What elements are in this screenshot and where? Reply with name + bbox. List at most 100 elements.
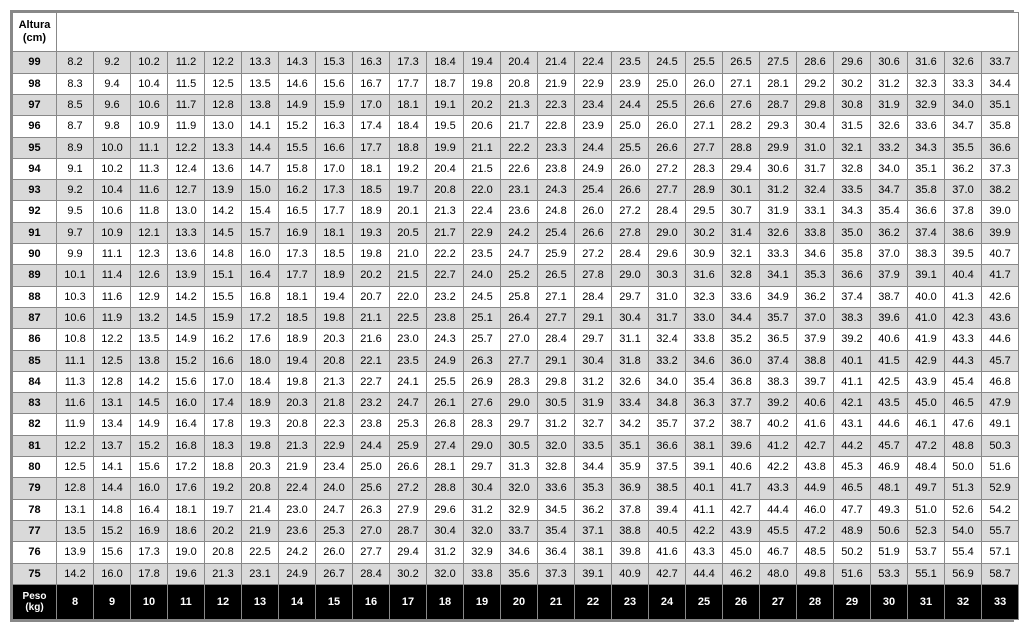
value-cell: 31.7 xyxy=(797,158,834,179)
value-cell: 23.9 xyxy=(575,116,612,137)
value-cell: 37.4 xyxy=(760,350,797,371)
value-cell: 44.2 xyxy=(834,435,871,456)
value-cell: 22.0 xyxy=(464,180,501,201)
value-cell: 30.4 xyxy=(612,307,649,328)
value-cell: 19.3 xyxy=(242,414,279,435)
value-cell: 11.9 xyxy=(57,414,94,435)
value-cell: 21.4 xyxy=(538,52,575,73)
value-cell: 22.4 xyxy=(464,201,501,222)
value-cell: 34.5 xyxy=(538,499,575,520)
value-cell: 15.6 xyxy=(168,371,205,392)
value-cell: 23.4 xyxy=(316,457,353,478)
value-cell: 30.5 xyxy=(501,435,538,456)
value-cell: 17.8 xyxy=(131,563,168,584)
value-cell: 27.1 xyxy=(538,286,575,307)
value-cell: 55.7 xyxy=(982,520,1019,541)
peso-label: 9 xyxy=(94,584,131,619)
value-cell: 34.1 xyxy=(760,265,797,286)
value-cell: 8.9 xyxy=(57,137,94,158)
value-cell: 12.4 xyxy=(168,158,205,179)
value-cell: 8.2 xyxy=(57,52,94,73)
value-cell: 22.7 xyxy=(427,265,464,286)
value-cell: 42.7 xyxy=(797,435,834,456)
value-cell: 40.0 xyxy=(908,286,945,307)
value-cell: 31.0 xyxy=(797,137,834,158)
value-cell: 14.2 xyxy=(168,286,205,307)
value-cell: 29.9 xyxy=(760,137,797,158)
value-cell: 49.3 xyxy=(871,499,908,520)
value-cell: 28.4 xyxy=(538,329,575,350)
peso-label: 13 xyxy=(242,584,279,619)
value-cell: 24.4 xyxy=(353,435,390,456)
value-cell: 20.8 xyxy=(279,414,316,435)
value-cell: 21.3 xyxy=(501,94,538,115)
value-cell: 10.6 xyxy=(94,201,131,222)
table-footer: Peso(kg) 8910111213141516171819202122232… xyxy=(13,584,1019,619)
value-cell: 11.5 xyxy=(168,73,205,94)
value-cell: 31.3 xyxy=(501,457,538,478)
value-cell: 17.3 xyxy=(390,52,427,73)
value-cell: 23.1 xyxy=(242,563,279,584)
value-cell: 20.2 xyxy=(205,520,242,541)
value-cell: 22.4 xyxy=(575,52,612,73)
value-cell: 29.6 xyxy=(427,499,464,520)
peso-label: 29 xyxy=(834,584,871,619)
value-cell: 14.2 xyxy=(131,371,168,392)
value-cell: 23.0 xyxy=(279,499,316,520)
value-cell: 37.0 xyxy=(797,307,834,328)
value-cell: 22.0 xyxy=(390,286,427,307)
value-cell: 14.5 xyxy=(131,393,168,414)
value-cell: 54.0 xyxy=(945,520,982,541)
value-cell: 26.0 xyxy=(686,73,723,94)
value-cell: 31.0 xyxy=(649,286,686,307)
value-cell: 12.2 xyxy=(57,435,94,456)
value-cell: 45.0 xyxy=(908,393,945,414)
value-cell: 30.5 xyxy=(538,393,575,414)
value-cell: 16.9 xyxy=(279,222,316,243)
value-cell: 23.8 xyxy=(427,307,464,328)
value-cell: 39.1 xyxy=(575,563,612,584)
value-cell: 25.2 xyxy=(501,265,538,286)
value-cell: 20.8 xyxy=(501,73,538,94)
value-cell: 26.8 xyxy=(427,414,464,435)
table-row: 8112.213.715.216.818.319.821.322.924.425… xyxy=(13,435,1019,456)
value-cell: 25.4 xyxy=(538,222,575,243)
value-cell: 17.3 xyxy=(131,542,168,563)
value-cell: 20.8 xyxy=(242,478,279,499)
value-cell: 19.3 xyxy=(353,222,390,243)
value-cell: 16.7 xyxy=(353,73,390,94)
value-cell: 16.4 xyxy=(131,499,168,520)
value-cell: 20.8 xyxy=(205,542,242,563)
peso-label: 19 xyxy=(464,584,501,619)
value-cell: 46.5 xyxy=(945,393,982,414)
value-cell: 20.8 xyxy=(316,350,353,371)
value-cell: 26.5 xyxy=(538,265,575,286)
value-cell: 26.5 xyxy=(723,52,760,73)
value-cell: 33.5 xyxy=(834,180,871,201)
value-cell: 33.8 xyxy=(686,329,723,350)
value-cell: 34.6 xyxy=(686,350,723,371)
value-cell: 20.3 xyxy=(279,393,316,414)
value-cell: 12.5 xyxy=(94,350,131,371)
value-cell: 24.3 xyxy=(427,329,464,350)
value-cell: 17.3 xyxy=(316,180,353,201)
value-cell: 25.5 xyxy=(649,94,686,115)
table-row: 7813.114.816.418.119.721.423.024.726.327… xyxy=(13,499,1019,520)
value-cell: 47.2 xyxy=(797,520,834,541)
table-row: 929.510.611.813.014.215.416.517.718.920.… xyxy=(13,201,1019,222)
peso-label: 21 xyxy=(538,584,575,619)
value-cell: 31.2 xyxy=(575,371,612,392)
value-cell: 31.7 xyxy=(649,307,686,328)
value-cell: 40.6 xyxy=(797,393,834,414)
altura-label: 87 xyxy=(13,307,57,328)
value-cell: 18.8 xyxy=(390,137,427,158)
value-cell: 28.9 xyxy=(686,180,723,201)
value-cell: 13.9 xyxy=(205,180,242,201)
value-cell: 17.7 xyxy=(353,137,390,158)
value-cell: 29.0 xyxy=(464,435,501,456)
value-cell: 41.7 xyxy=(723,478,760,499)
peso-label: 14 xyxy=(279,584,316,619)
value-cell: 14.5 xyxy=(205,222,242,243)
value-cell: 20.4 xyxy=(427,158,464,179)
value-cell: 41.7 xyxy=(982,265,1019,286)
